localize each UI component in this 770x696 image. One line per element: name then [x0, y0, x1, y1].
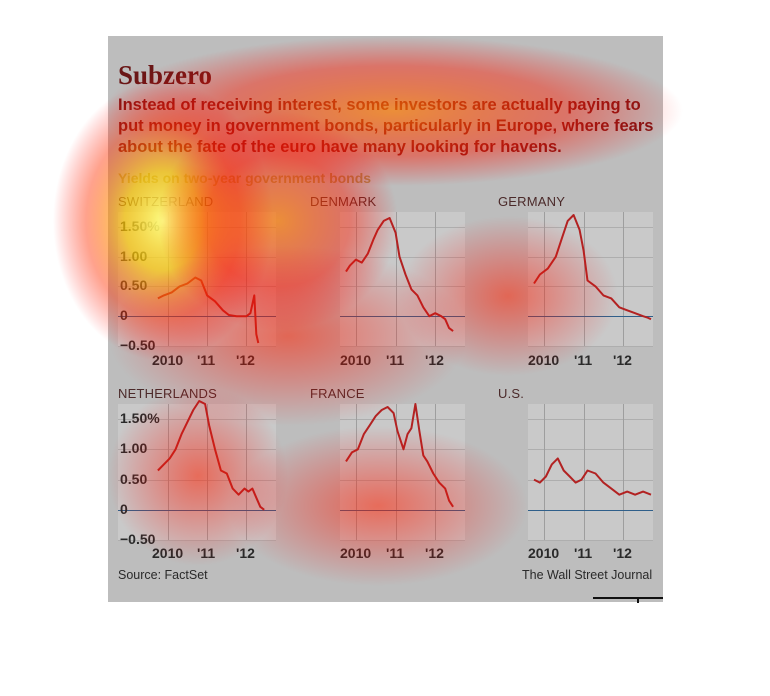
v-gridline — [584, 404, 585, 540]
publisher-credit: The Wall Street Journal — [522, 568, 653, 582]
v-gridline — [544, 404, 545, 540]
x-tick-label: 2010 — [528, 545, 560, 561]
series-line — [533, 457, 652, 496]
h-gridline — [528, 449, 653, 450]
chart-title: GERMANY — [498, 194, 566, 209]
x-tick-label: '12 — [613, 545, 632, 561]
source-note: Source: FactSet — [118, 568, 208, 582]
h-gridline — [528, 419, 653, 420]
h-gridline — [528, 540, 653, 541]
zero-line — [528, 510, 653, 511]
v-gridline — [623, 212, 624, 346]
bottom-rule — [593, 597, 663, 599]
h-gridline — [528, 480, 653, 481]
bottom-rule-tick — [637, 597, 639, 603]
chart-title: U.S. — [498, 386, 525, 401]
x-tick-label: '11 — [574, 545, 593, 561]
v-gridline — [623, 404, 624, 540]
